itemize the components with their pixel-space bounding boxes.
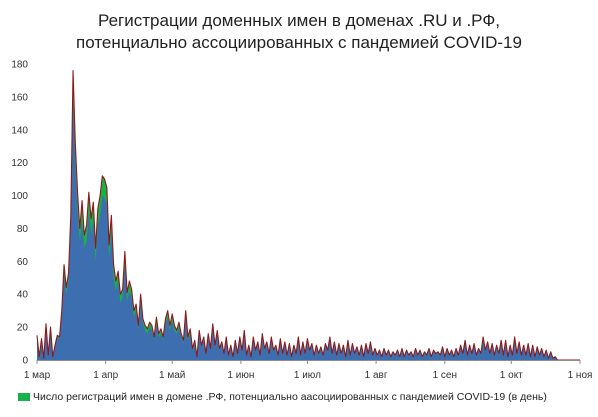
chart-title: Регистрации доменных имен в доменах .RU … bbox=[0, 10, 598, 54]
y-tick-label: 120 bbox=[11, 158, 28, 169]
legend-label: Число регистраций имен в домене .РФ, пот… bbox=[33, 391, 547, 403]
y-tick-label: 140 bbox=[11, 125, 28, 136]
x-tick-label: 1 авг bbox=[365, 370, 388, 381]
x-tick-label: 1 июн bbox=[227, 370, 254, 381]
x-tick-label: 1 апр bbox=[93, 370, 118, 381]
series-area-ru bbox=[37, 100, 580, 361]
y-tick-label: 80 bbox=[17, 224, 29, 235]
chart-title-line-1: Регистрации доменных имен в доменах .RU … bbox=[98, 11, 500, 30]
x-tick-label: 1 сен bbox=[433, 370, 457, 381]
legend: Число регистраций имен в домене .РФ, пот… bbox=[18, 391, 547, 403]
y-tick-label: 60 bbox=[17, 257, 29, 268]
series-outline bbox=[36, 70, 580, 361]
y-tick-label: 160 bbox=[11, 92, 28, 103]
legend-swatch bbox=[18, 393, 30, 401]
y-tick-label: 180 bbox=[11, 60, 28, 71]
x-tick-label: 1 май bbox=[159, 370, 185, 381]
y-tick-label: 20 bbox=[17, 323, 29, 334]
x-tick-label: 1 июл bbox=[294, 370, 321, 381]
y-tick-label: 0 bbox=[22, 356, 28, 367]
y-tick-label: 40 bbox=[17, 290, 29, 301]
x-tick-label: 1 ноя bbox=[568, 370, 593, 381]
chart-title-line-2: потенциально ассоциированных с пандемией… bbox=[76, 33, 522, 52]
x-tick-label: 1 окт bbox=[500, 370, 523, 381]
x-tick-label: 1 мар bbox=[24, 370, 51, 381]
y-tick-label: 100 bbox=[11, 191, 28, 202]
